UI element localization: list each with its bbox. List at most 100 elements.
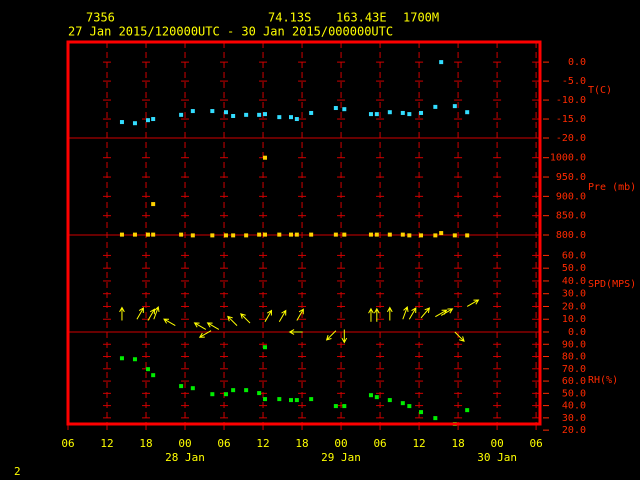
data-point <box>244 233 249 238</box>
data-point <box>400 232 405 237</box>
x-tick-label: 06 <box>61 437 74 450</box>
wind-arrow <box>368 307 374 322</box>
data-point <box>333 232 338 237</box>
data-point <box>288 232 293 237</box>
data-point <box>294 232 299 237</box>
data-point <box>465 233 470 238</box>
arrow-shape <box>325 330 337 341</box>
wind-arrow <box>454 331 465 342</box>
data-point <box>145 118 150 123</box>
data-point <box>400 401 405 406</box>
wind-arrow <box>153 306 160 320</box>
y-tick-label: 40.0 <box>562 276 586 287</box>
y-tick-label: 0.0 <box>568 327 586 338</box>
x-tick-label: 00 <box>490 437 503 450</box>
data-point <box>151 232 156 237</box>
data-point <box>433 233 438 238</box>
data-point <box>419 233 424 238</box>
data-point <box>407 404 412 409</box>
wind-arrow <box>227 315 238 326</box>
arrow-shape <box>420 307 431 319</box>
x-tick-label: 18 <box>451 437 464 450</box>
data-point <box>374 395 379 400</box>
wind-arrow <box>288 329 303 335</box>
data-point <box>277 397 282 402</box>
day-label: 28 Jan <box>165 451 205 464</box>
plot-frame <box>66 40 542 426</box>
arrow-shape <box>386 306 393 321</box>
data-point <box>439 60 444 65</box>
y-axis-label: T(C) <box>588 85 612 96</box>
data-point <box>288 115 293 120</box>
arrow-shape <box>153 306 160 320</box>
data-point <box>145 367 150 372</box>
data-point <box>387 398 392 403</box>
data-point <box>119 120 124 125</box>
wind-arrow <box>240 313 251 324</box>
y-tick-label: -15.0 <box>556 114 586 125</box>
arrow-shape <box>466 299 480 307</box>
data-point <box>294 117 299 122</box>
data-point <box>210 109 215 114</box>
data-point <box>262 112 267 117</box>
y-tick-label: 60.0 <box>562 376 586 387</box>
y-tick-label: 850.0 <box>556 211 586 222</box>
data-point <box>223 392 228 397</box>
y-tick-label: 70.0 <box>562 364 586 375</box>
longitude: 163.43E <box>336 11 387 25</box>
y-tick-label: 900.0 <box>556 191 586 202</box>
wind-arrow <box>341 329 348 344</box>
y-tick-label: 10.0 <box>562 314 586 325</box>
data-point <box>262 397 267 402</box>
y-tick-label: 30.0 <box>562 289 586 300</box>
x-tick-label: 18 <box>295 437 308 450</box>
data-point <box>407 112 412 117</box>
data-point <box>333 404 338 409</box>
wind-arrow <box>278 309 287 323</box>
day-label: 29 Jan <box>321 451 361 464</box>
data-point <box>465 408 470 413</box>
data-point <box>151 373 156 378</box>
arrow-shape <box>288 329 303 335</box>
y-tick-label: 50.0 <box>562 388 586 399</box>
data-point <box>433 416 438 421</box>
wind-arrow <box>119 306 125 321</box>
data-point <box>333 106 338 111</box>
x-tick-label: 12 <box>412 437 425 450</box>
arrow-shape <box>373 307 380 322</box>
period: 27 Jan 2015/120000UTC - 30 Jan 2015/0000… <box>68 25 393 39</box>
y-tick-label: 0.0 <box>568 57 586 68</box>
x-tick-label: 18 <box>139 437 152 450</box>
elevation: 1700M <box>403 11 439 25</box>
y-axis-label: Pre (mb) <box>588 182 636 193</box>
y-tick-label: 800.0 <box>556 230 586 241</box>
data-point <box>342 404 347 409</box>
wind-arrow <box>147 308 155 321</box>
data-point <box>309 110 314 115</box>
y-tick-label: 50.0 <box>562 263 586 274</box>
data-point <box>179 112 184 117</box>
arrow-shape <box>278 309 287 323</box>
arrow-shape <box>296 308 304 321</box>
y-tick-label: -10.0 <box>556 95 586 106</box>
x-tick-label: 12 <box>100 437 113 450</box>
data-point <box>294 398 299 403</box>
data-point <box>231 113 236 118</box>
x-tick-label: 06 <box>529 437 542 450</box>
arrow-shape <box>136 307 144 320</box>
data-point <box>387 232 392 237</box>
data-point <box>257 112 262 117</box>
data-point <box>244 388 249 393</box>
day-label: 30 Jan <box>477 451 517 464</box>
data-point <box>210 392 215 397</box>
data-point <box>145 232 150 237</box>
latitude: 74.13S <box>268 11 311 25</box>
arrow-shape <box>193 322 207 330</box>
data-point <box>465 110 470 115</box>
y-tick-label: 20.0 <box>562 301 586 312</box>
arrow-shape <box>147 308 155 321</box>
y-axis-label: RH(%) <box>588 375 618 386</box>
wind-arrow <box>193 322 207 330</box>
page-number: 2 <box>14 465 21 478</box>
